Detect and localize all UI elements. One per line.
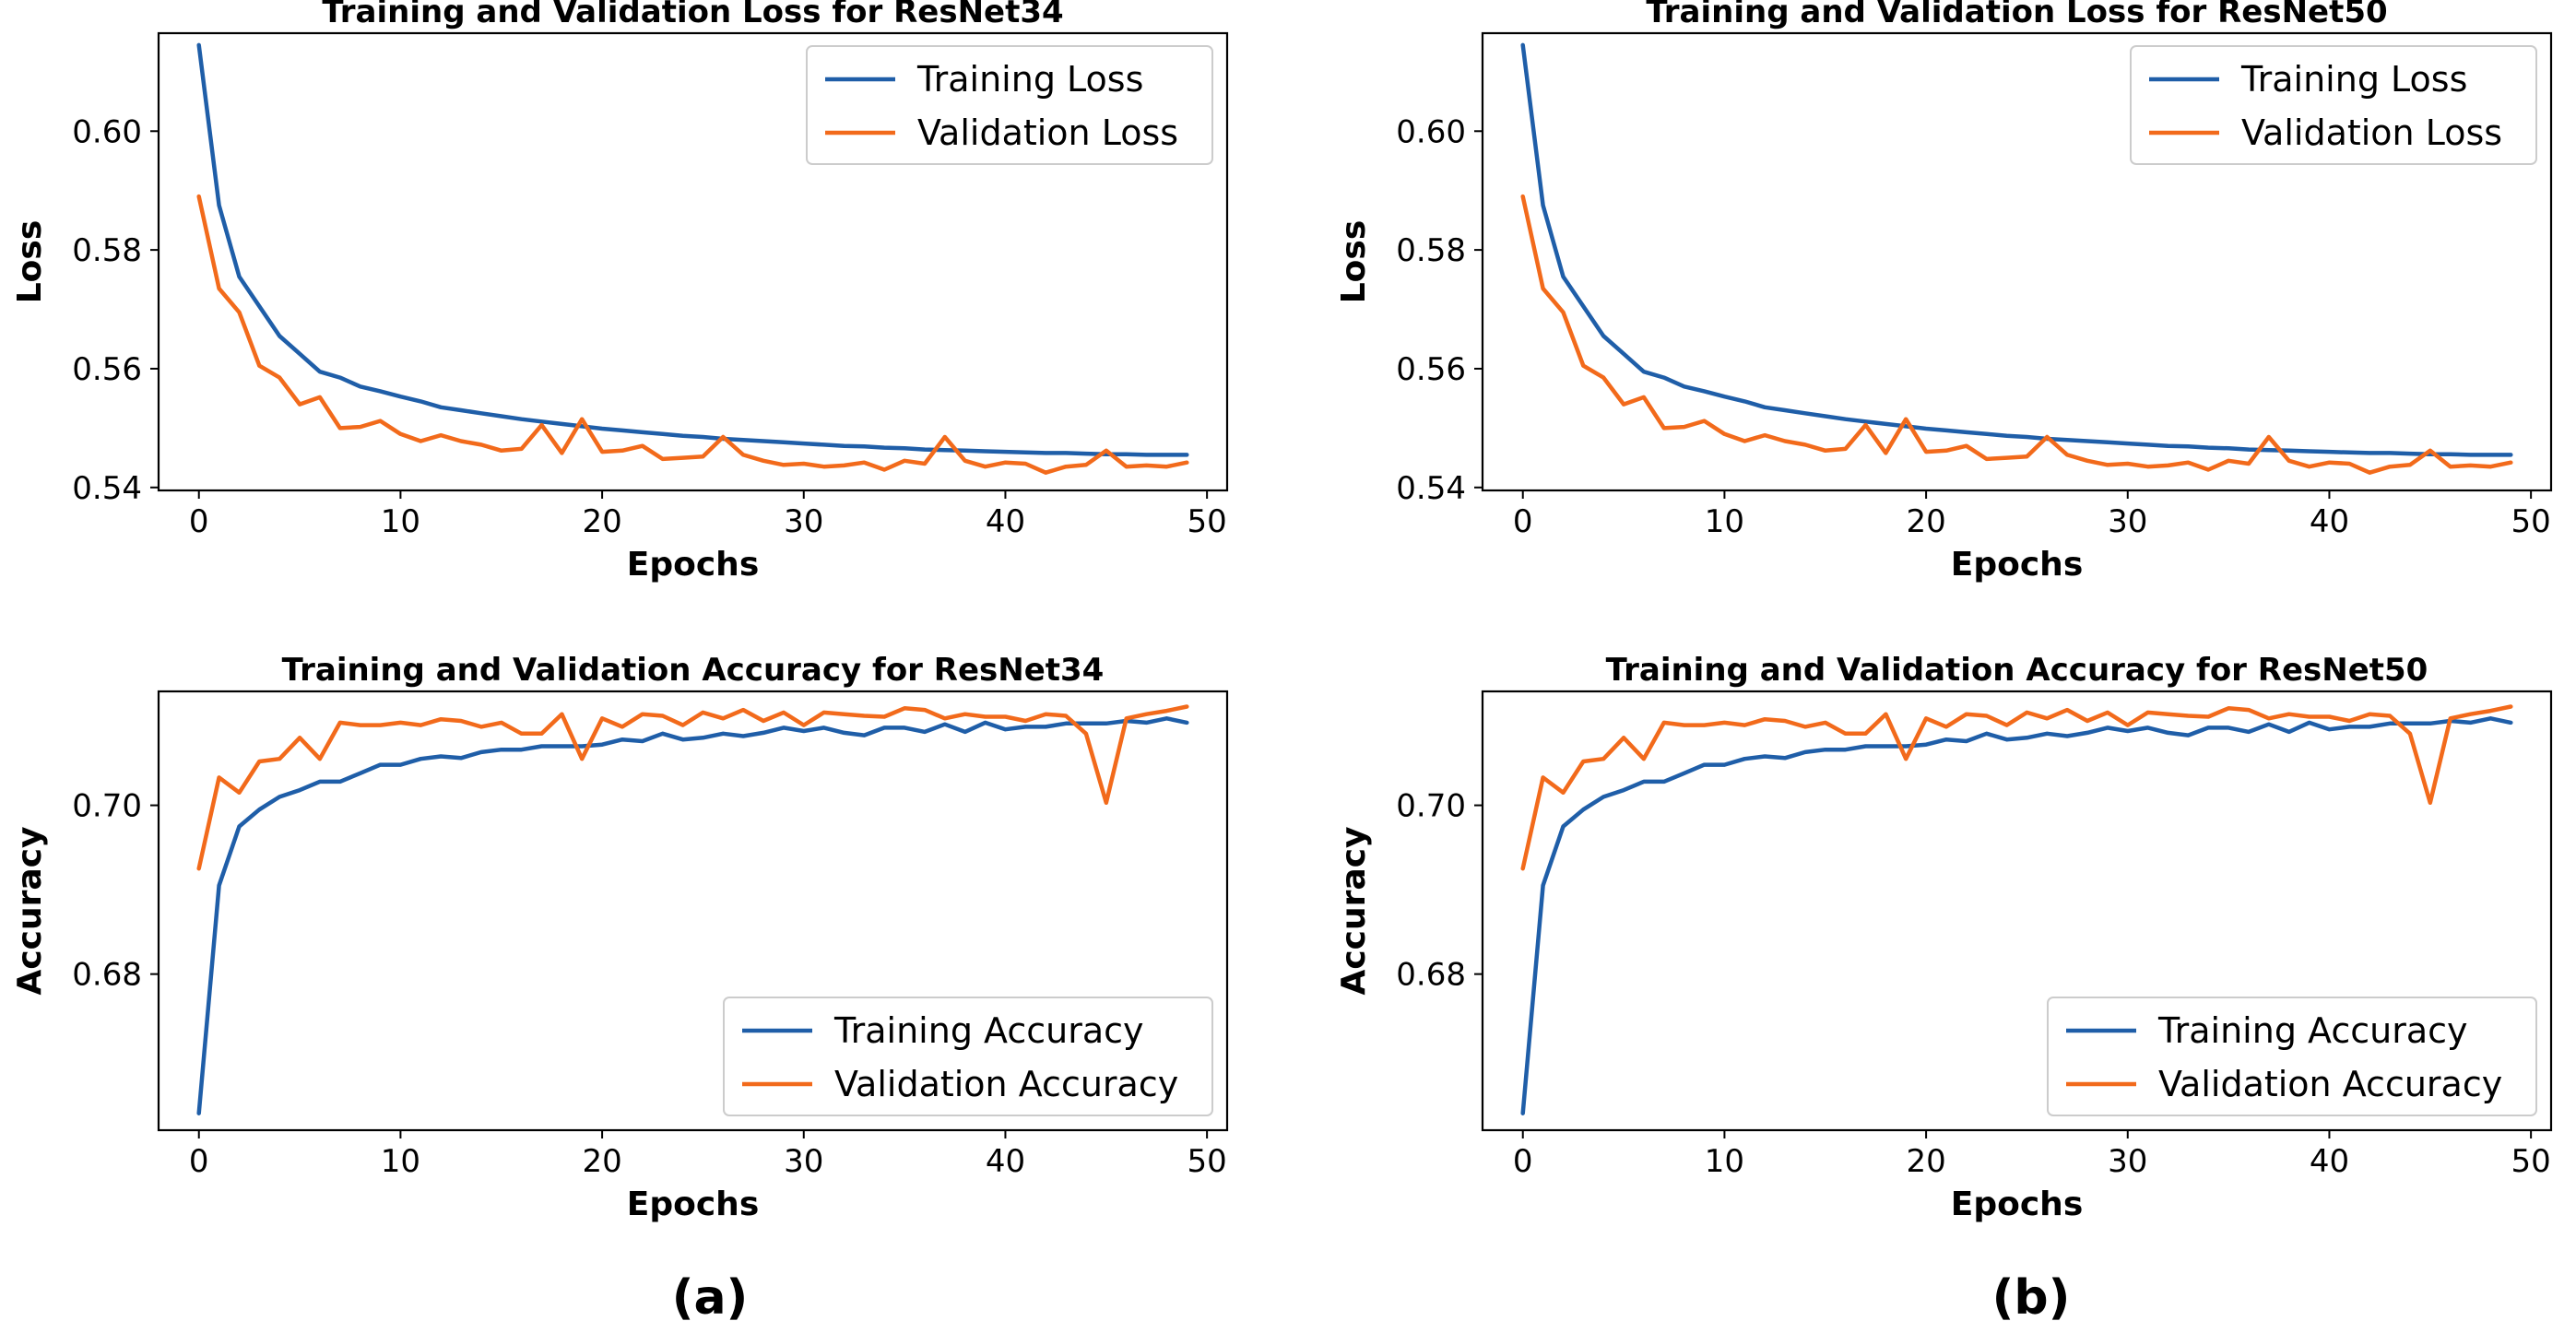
x-tick-label: 30 [784, 503, 823, 540]
series-line-training-accuracy [1520, 716, 2513, 1115]
x-tick-label: 20 [1906, 1143, 1945, 1180]
x-tick-label: 20 [1906, 503, 1945, 540]
legend: Training Loss Validation Loss [806, 45, 1213, 165]
plot-frame [157, 690, 1229, 1132]
y-tick-label: 0.70 [72, 788, 142, 825]
series-line-training-accuracy [196, 716, 1189, 1115]
x-tick-label: 40 [986, 503, 1025, 540]
x-tick-label: 20 [582, 1143, 621, 1180]
y-tick-label: 0.56 [1396, 351, 1466, 388]
legend-label: Validation Accuracy [834, 1064, 1178, 1104]
chart-loss-resnet34: Training and Validation Loss for ResNet3… [11, 0, 1229, 584]
series-line-validation-loss [1520, 194, 2513, 475]
x-tick-label: 40 [986, 1143, 1025, 1180]
legend-box [723, 997, 1213, 1116]
x-tick-label: 0 [1513, 503, 1533, 540]
x-axis-label: Epochs [1951, 546, 2084, 584]
x-tick-label: 0 [189, 1143, 209, 1180]
series-line-training-loss [196, 42, 1189, 457]
legend-label: Training Loss [2240, 59, 2467, 100]
x-tick-label: 30 [784, 1143, 823, 1180]
x-axis-label: Epochs [627, 546, 760, 584]
chart-title: Training and Validation Accuracy for Res… [1606, 652, 2428, 689]
x-tick-label: 50 [2511, 1143, 2550, 1180]
y-axis-label: Accuracy [1335, 826, 1373, 995]
legend-box [806, 45, 1213, 165]
x-tick-label: 10 [381, 503, 420, 540]
legend-label: Training Accuracy [2157, 1010, 2468, 1051]
y-tick-label: 0.54 [1396, 470, 1466, 507]
series-line-validation-accuracy [1520, 704, 2513, 871]
series-line-validation-loss [196, 194, 1189, 475]
y-tick-label: 0.58 [1396, 232, 1466, 269]
y-axis-label: Loss [1335, 220, 1373, 304]
x-tick-label: 0 [189, 503, 209, 540]
y-tick-label: 0.54 [72, 470, 142, 507]
legend-label: Training Loss [916, 59, 1143, 100]
y-tick-label: 0.70 [1396, 788, 1466, 825]
series-line-validation-accuracy [196, 704, 1189, 871]
chart-title: Training and Validation Accuracy for Res… [282, 652, 1105, 689]
x-tick-label: 50 [1187, 503, 1226, 540]
x-tick-label: 10 [381, 1143, 420, 1180]
legend-label: Training Accuracy [833, 1010, 1144, 1051]
chart-loss-resnet50: Training and Validation Loss for ResNet5… [1335, 0, 2553, 584]
x-tick-label: 10 [1705, 503, 1744, 540]
y-axis-label: Loss [11, 220, 49, 304]
chart-accuracy-resnet34: Training and Validation Accuracy for Res… [11, 652, 1229, 1223]
y-tick-label: 0.68 [1396, 957, 1466, 994]
chart-title: Training and Validation Loss for ResNet5… [1646, 0, 2387, 30]
legend-label: Validation Accuracy [2158, 1064, 2502, 1104]
x-tick-label: 30 [2108, 503, 2147, 540]
caption-a: (a) [672, 1270, 749, 1326]
legend-box [2130, 45, 2537, 165]
y-axis-label: Accuracy [11, 826, 49, 995]
legend: Training Accuracy Validation Accuracy [2047, 997, 2537, 1116]
series-line-training-loss [1520, 42, 2513, 457]
plot-frame [1481, 31, 2553, 492]
chart-title: Training and Validation Loss for ResNet3… [322, 0, 1063, 30]
y-tick-label: 0.60 [72, 113, 142, 150]
x-tick-label: 50 [2511, 503, 2550, 540]
legend-label: Validation Loss [917, 112, 1178, 153]
x-tick-label: 10 [1705, 1143, 1744, 1180]
x-tick-label: 30 [2108, 1143, 2147, 1180]
legend-label: Validation Loss [2241, 112, 2502, 153]
x-tick-label: 50 [1187, 1143, 1226, 1180]
legend-box [2047, 997, 2537, 1116]
legend: Training Accuracy Validation Accuracy [723, 997, 1213, 1116]
plot-frame [1481, 690, 2553, 1132]
caption-b: (b) [1992, 1270, 2071, 1326]
legend: Training Loss Validation Loss [2130, 45, 2537, 165]
y-tick-label: 0.60 [1396, 113, 1466, 150]
x-tick-label: 20 [582, 503, 621, 540]
x-tick-label: 40 [2310, 503, 2349, 540]
y-tick-label: 0.56 [72, 351, 142, 388]
x-tick-label: 40 [2310, 1143, 2349, 1180]
chart-accuracy-resnet50: Training and Validation Accuracy for Res… [1335, 652, 2553, 1223]
x-tick-label: 0 [1513, 1143, 1533, 1180]
y-tick-label: 0.68 [72, 957, 142, 994]
plot-frame [157, 31, 1229, 492]
x-axis-label: Epochs [1951, 1186, 2084, 1223]
y-tick-label: 0.58 [72, 232, 142, 269]
x-axis-label: Epochs [627, 1186, 760, 1223]
